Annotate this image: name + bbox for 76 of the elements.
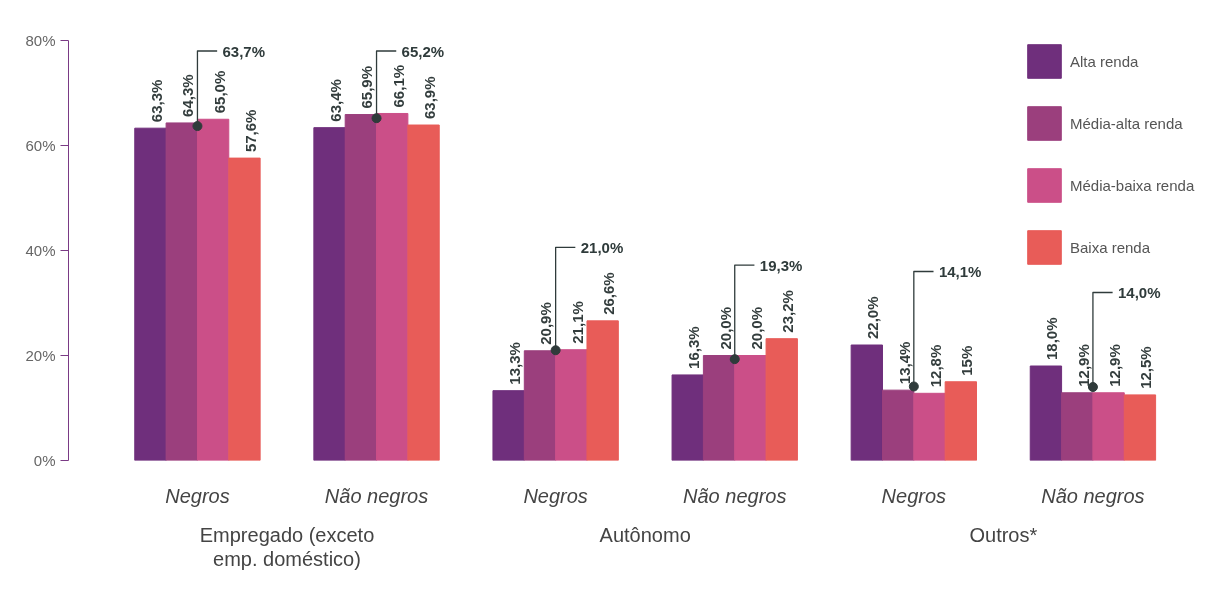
x-tick-label: Não negros [1041,484,1145,507]
data-label: 15% [958,345,976,376]
legend-label: Baixa renda [1070,237,1151,258]
bar [313,127,346,461]
data-label: 18,0% [1043,317,1061,360]
y-tick-label: 0% [33,452,56,469]
point [192,121,203,132]
legend-label: Alta renda [1070,51,1139,72]
legend-label: Média-alta renda [1070,113,1183,134]
point [550,345,561,356]
data-label: 20,0% [747,306,765,350]
text: Autônomo [599,524,691,547]
x-tick-label: Negros [881,484,947,507]
bar [1092,392,1125,461]
data-label: 63,7% [222,42,266,60]
y-tick-label: 20% [25,347,56,364]
data-label: 63,3% [147,79,165,123]
bar [671,374,704,461]
data-label: 12,5% [1137,346,1155,389]
data-label: 63,9% [421,76,439,120]
bar [765,338,798,461]
bar [1029,365,1063,461]
bar [492,390,525,461]
bar [702,355,736,461]
bar [376,112,409,461]
data-label: 14,0% [1118,284,1161,301]
bar [944,381,978,461]
data-label: 14,1% [938,263,982,280]
data-label: 23,2% [779,290,797,333]
data-label: 66,1% [389,64,407,108]
data-label: 20,9% [537,302,555,345]
point [371,113,382,124]
data-label: 57,6% [241,109,259,153]
bar [850,344,883,461]
data-label: 26,6% [600,272,618,315]
data-label: 12,9% [1074,344,1092,387]
data-label: 21,1% [568,301,586,344]
data-label: 64,3% [179,74,197,117]
data-label: 22,0% [864,296,882,339]
x-tick-label: Negros [165,484,230,507]
bar [881,389,915,461]
data-label: 20,0% [716,306,734,350]
bar [407,124,440,461]
bar [228,157,261,461]
y-tick-label: 60% [25,137,56,154]
data-label: 65,2% [401,42,445,60]
bar [913,392,946,461]
data-label: 21,0% [580,238,624,256]
y-tick-label: 40% [25,242,56,259]
y-tick-label: 80% [25,32,56,49]
bar [165,122,198,461]
point [729,354,740,365]
bar [734,355,767,461]
legend-label: Média-baixa renda [1070,175,1195,196]
data-label: 63,4% [327,79,345,122]
data-label: 19,3% [759,256,803,274]
x-tick-label: Negros [523,484,588,507]
data-label: 65,9% [358,65,376,109]
data-label: 16,3% [685,326,703,369]
data-label: 12,9% [1106,344,1124,387]
bar [1123,394,1157,461]
text: Outros* [969,524,1038,547]
bar [196,118,230,461]
bar [344,114,378,461]
x-tick-label: Não negros [683,484,787,507]
data-label: 13,4% [895,341,913,385]
bar [586,320,619,461]
data-label: 13,3% [506,342,524,385]
text: Empregado (exceto emp. doméstico) [199,524,375,571]
x-tick-label: Não negros [324,484,429,507]
data-label: 65,0% [210,70,228,114]
data-label: 12,8% [927,344,944,388]
bar [1061,392,1094,461]
bar [134,127,167,461]
bar [523,350,557,461]
bar [555,349,588,461]
